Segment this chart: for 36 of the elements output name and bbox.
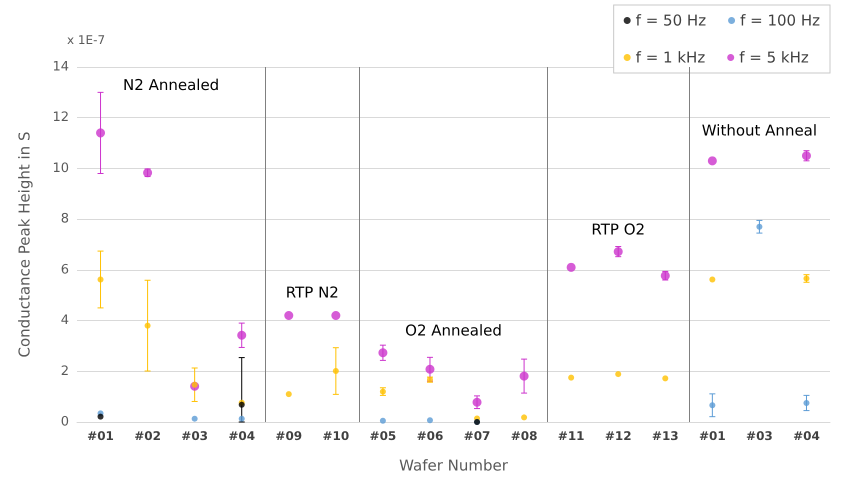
legend-label: f = 5 kHz [739,48,809,66]
y-tick-label: 8 [60,212,69,227]
text: x 1E-7 [67,33,106,47]
annotation: Without Anneal [702,121,818,140]
x-tick-label: #03 [746,429,773,443]
x-tick-label: #11 [558,429,585,443]
x-tick-label: #02 [134,429,161,443]
x-axis-title: Wafer Number [399,456,509,474]
x-tick-label: #05 [370,429,396,443]
y-tick-label: 6 [60,262,69,278]
annotation: RTP N2 [286,284,339,302]
y-tick-label: 4 [60,313,69,328]
legend-label: f = 100 Hz [740,12,820,30]
x-tick-label: #10 [322,429,350,443]
x-tick-label: #06 [416,429,444,443]
legend-label: f = 50 Hz [636,12,706,30]
x-tick-label: #13 [652,429,679,443]
annotation: RTP O2 [591,220,646,238]
legend-label: f = 1 kHz [636,48,706,66]
x-tick-label: #04 [793,429,820,443]
y-tick-label: 10 [52,160,69,176]
x-tick-label: #08 [510,429,538,443]
x-tick-label: #01 [87,429,114,443]
x-tick-label: #12 [604,429,632,443]
y-tick-label: 2 [60,364,69,379]
y-tick-label: 0 [60,414,69,430]
y-tick-label: 12 [52,110,69,126]
x-tick-label: #01 [698,429,726,443]
annotation: N2 Annealed [123,76,220,94]
x-tick-label: #04 [228,429,256,443]
y-tick-label: 14 [52,60,69,74]
annotation: O2 Annealed [405,322,502,340]
x-tick-label: #09 [275,429,302,443]
x-tick-label: #07 [464,429,490,443]
y-axis-title: Conductance Peak Height in S [16,132,34,358]
x-tick-label: #03 [181,429,208,443]
